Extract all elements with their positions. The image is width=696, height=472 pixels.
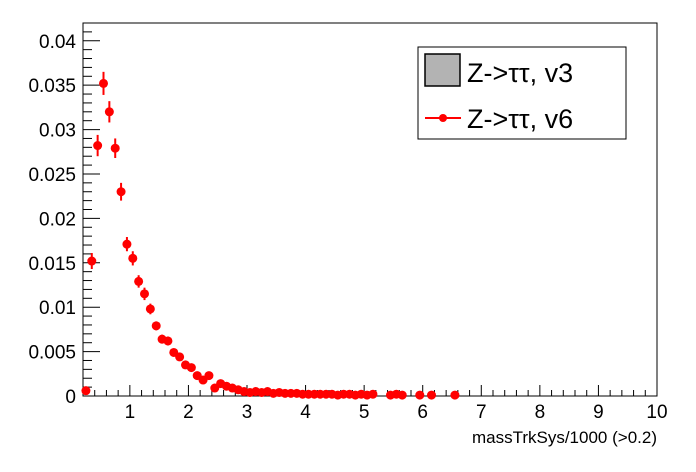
data-point xyxy=(110,143,120,153)
x-tick-label: 2 xyxy=(183,402,194,423)
data-point xyxy=(450,390,460,400)
legend-swatch-v3 xyxy=(424,53,461,87)
data-point xyxy=(175,352,185,362)
data-point xyxy=(104,107,114,117)
data-point xyxy=(204,371,214,381)
legend-label-v3: Z->ττ, v3 xyxy=(467,58,573,88)
x-tick-label: 10 xyxy=(646,402,667,423)
data-point xyxy=(368,389,378,399)
data-point xyxy=(99,78,108,88)
data-point xyxy=(151,321,161,331)
y-tick-label: 0.005 xyxy=(28,343,76,364)
data-point xyxy=(186,363,196,373)
data-point xyxy=(81,386,91,396)
x-tick-label: 9 xyxy=(593,402,604,423)
data-point xyxy=(415,390,425,400)
x-tick-label: 5 xyxy=(359,402,370,423)
y-tick-label: 0.02 xyxy=(39,209,76,230)
x-tick-label: 7 xyxy=(476,402,487,423)
y-tick-label: 0.03 xyxy=(39,121,76,142)
data-point xyxy=(145,304,155,314)
legend: Z->ττ, v3 Z->ττ, v6 xyxy=(417,46,627,140)
x-axis-title: massTrkSys/1000 (>0.2) xyxy=(472,428,657,447)
y-tick-label: 0.04 xyxy=(39,32,76,53)
data-point xyxy=(122,239,132,249)
legend-marker-v6 xyxy=(439,114,447,122)
data-point xyxy=(140,289,149,299)
legend-label-v6: Z->ττ, v6 xyxy=(467,104,573,134)
data-point xyxy=(116,187,126,197)
y-tick-label: 0.035 xyxy=(28,76,76,97)
y-tick-label: 0 xyxy=(65,387,76,408)
data-point xyxy=(397,390,407,400)
x-tick-label: 4 xyxy=(300,402,311,423)
data-point xyxy=(128,253,138,263)
y-tick-label: 0.015 xyxy=(28,254,76,275)
data-point xyxy=(427,390,436,400)
y-tick-label: 0.01 xyxy=(39,298,76,319)
data-point xyxy=(87,256,97,266)
data-point xyxy=(93,141,103,151)
x-tick-label: 3 xyxy=(242,402,253,423)
y-tick-label: 0.025 xyxy=(28,165,76,186)
x-tick-label: 8 xyxy=(535,402,546,423)
data-point xyxy=(134,276,144,286)
x-tick-label: 6 xyxy=(417,402,428,423)
x-tick-label: 1 xyxy=(125,402,136,423)
data-point xyxy=(163,336,173,346)
